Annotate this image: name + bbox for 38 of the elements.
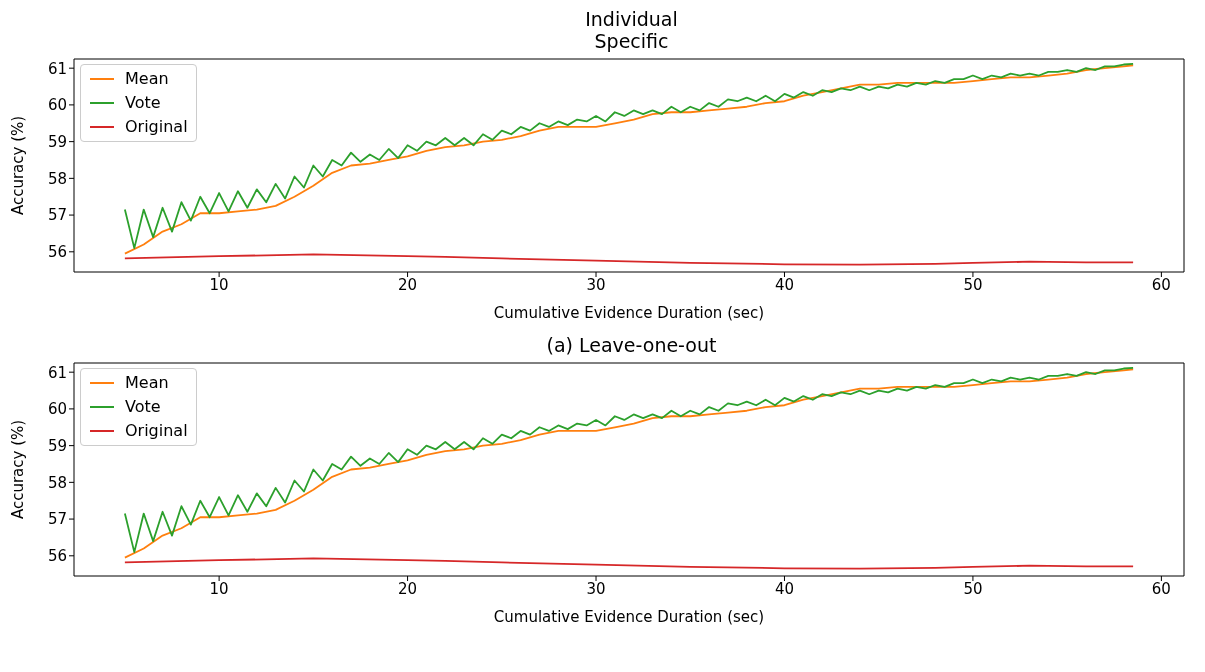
x-tick-label: 10 <box>209 275 229 294</box>
y-tick-label: 59 <box>47 132 67 151</box>
legend-label: Mean <box>125 68 169 90</box>
y-tick-label: 56 <box>47 243 67 262</box>
y-tick-label: 56 <box>47 547 67 566</box>
x-axis-title: Cumulative Evidence Duration (sec) <box>493 608 765 626</box>
x-tick-label: 60 <box>1151 275 1171 294</box>
x-tick-label: 20 <box>398 579 418 598</box>
y-tick-label: 58 <box>47 169 67 188</box>
y-tick-label: 57 <box>47 206 67 225</box>
line-series <box>123 557 1135 570</box>
x-tick-label: 40 <box>774 275 795 294</box>
y-tick-label: 61 <box>47 59 67 78</box>
y-tick-label: 60 <box>47 400 67 419</box>
y-tick-label: 59 <box>47 436 67 455</box>
x-tick-label: 20 <box>398 275 418 294</box>
x-tick-label: 10 <box>209 579 229 598</box>
y-tick-label: 61 <box>47 363 67 382</box>
y-tick-label: 57 <box>47 510 67 529</box>
x-tick-label: 50 <box>963 275 983 294</box>
x-axis-title: Cumulative Evidence Duration (sec) <box>493 304 765 322</box>
y-tick-label: 60 <box>47 96 67 115</box>
line-series <box>123 253 1135 266</box>
legend-label: Vote <box>125 396 161 418</box>
x-tick-label: 30 <box>586 275 606 294</box>
y-tick-label: 58 <box>47 473 67 492</box>
legend-label: Original <box>125 420 188 442</box>
legend-label: Vote <box>125 92 161 114</box>
chart-title: Individual Specific <box>584 8 679 52</box>
y-axis-title: Accuracy (%) <box>9 419 28 520</box>
legend-label: Mean <box>125 372 169 394</box>
x-tick-label: 50 <box>963 579 983 598</box>
x-tick-label: 40 <box>774 579 795 598</box>
y-axis-title: Accuracy (%) <box>9 115 28 216</box>
chart-title: (a) Leave-one-out <box>545 334 718 356</box>
legend-label: Original <box>125 116 188 138</box>
x-tick-label: 30 <box>586 579 606 598</box>
x-tick-label: 60 <box>1151 579 1171 598</box>
